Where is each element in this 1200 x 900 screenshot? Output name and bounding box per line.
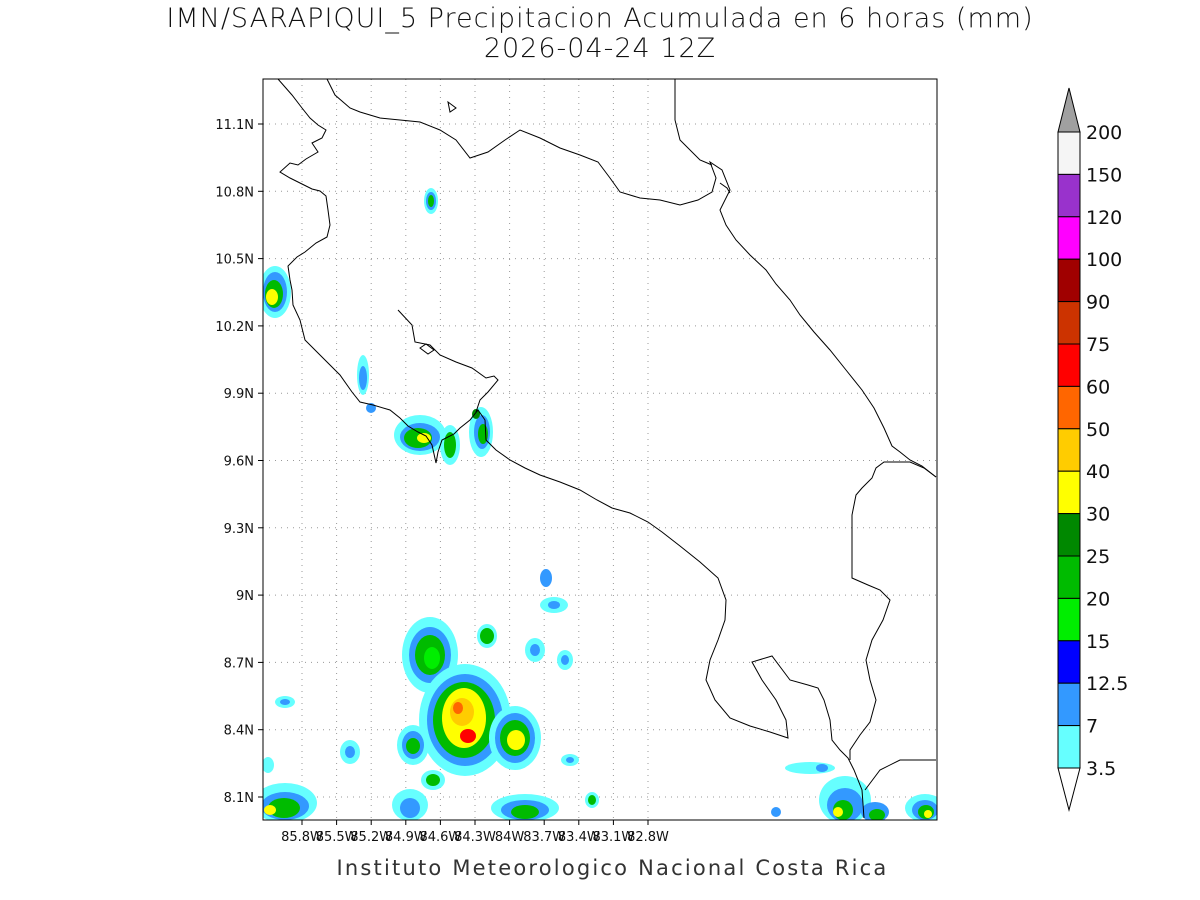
map-subtitle: 2026-04-24 12Z — [483, 33, 717, 64]
colorbar-swatch — [1057, 173, 1081, 218]
colorbar-label: 100 — [1086, 249, 1122, 271]
rain-cell — [771, 762, 937, 820]
colorbar-label: 90 — [1086, 292, 1110, 314]
colorbar-label: 7 — [1086, 716, 1098, 738]
colorbar-swatch — [1057, 640, 1081, 684]
colorbar-swatch — [1057, 258, 1081, 303]
lon-tick-label: 85.2W — [350, 830, 392, 845]
colorbar-swatch — [1057, 682, 1081, 727]
colorbar-label: 25 — [1086, 546, 1110, 568]
colorbar-swatch — [1057, 385, 1081, 430]
rain-cell — [477, 569, 573, 670]
colorbar-label: 3.5 — [1086, 758, 1116, 780]
lat-tick-label: 8.7N — [224, 656, 254, 671]
colorbar-swatch — [1057, 428, 1081, 472]
lat-tick-label: 9N — [236, 589, 254, 604]
colorbar-label: 20 — [1086, 588, 1110, 610]
latitude-axis: 11.1N 10.8N 10.5N 10.2N 9.9N 9.6N 9.3N 9N 8.7N 8.… — [215, 118, 263, 806]
map-title: IMN/SARAPIQUI_5 Precipitacion Acumulada … — [166, 3, 1034, 34]
colorbar-label: 12.5 — [1086, 673, 1128, 695]
colorbar-swatch — [1057, 131, 1081, 175]
footer-credit: Instituto Meteorologico Nacional Costa R… — [336, 856, 889, 880]
rain-cell — [489, 706, 541, 770]
lon-tick-label: 83.1W — [592, 830, 634, 845]
lon-tick-label: 85.8W — [281, 830, 323, 845]
rain-cell — [340, 725, 579, 790]
lat-tick-label: 8.4N — [224, 724, 254, 739]
lon-tick-label: 84.6W — [419, 830, 461, 845]
colorbar-swatch — [1057, 725, 1081, 769]
lat-tick-label: 11.1N — [215, 118, 254, 133]
colorbar-label: 200 — [1086, 122, 1122, 144]
lon-tick-label: 83.7W — [523, 830, 565, 845]
coastline — [277, 79, 937, 819]
lat-tick-label: 9.6N — [224, 455, 254, 470]
colorbar-legend: 200 150 120 100 90 75 60 50 40 30 25 20 15 12.5 7 3.5 — [1057, 87, 1128, 812]
lat-tick-label: 9.9N — [224, 387, 254, 402]
map-frame — [262, 78, 938, 821]
lat-tick-label: 10.2N — [215, 320, 254, 335]
colorbar-swatch — [1057, 513, 1081, 557]
colorbar-label: 30 — [1086, 504, 1110, 526]
longitude-axis: 85.8W85.5W85.2W84.9W84.6W84.3W84W83.7W83… — [281, 820, 669, 845]
rain-cell — [357, 355, 493, 465]
rain-cell — [424, 188, 438, 214]
colorbar-swatch — [1057, 301, 1081, 345]
rain-cell-main — [419, 664, 511, 776]
lon-tick-label: 83.4W — [558, 830, 600, 845]
colorbar-label: 60 — [1086, 376, 1110, 398]
lat-tick-label: 9.3N — [224, 522, 254, 537]
colorbar-label: 50 — [1086, 419, 1110, 441]
colorbar-swatch — [1057, 216, 1081, 260]
colorbar-label: 120 — [1086, 207, 1122, 229]
colorbar-bottom-arrow — [1057, 767, 1081, 812]
colorbar-top-arrow — [1057, 87, 1081, 133]
colorbar-swatch — [1057, 343, 1081, 387]
colorbar-label: 40 — [1086, 461, 1110, 483]
lat-tick-label: 10.8N — [215, 185, 254, 200]
precipitation-field — [263, 188, 937, 820]
rain-cell — [263, 266, 291, 318]
lon-tick-label: 82.8W — [627, 830, 669, 845]
lon-tick-label: 84W — [495, 830, 525, 845]
lon-tick-label: 84.9W — [385, 830, 427, 845]
colorbar-swatch — [1057, 555, 1081, 599]
colorbar-swatch — [1057, 597, 1081, 642]
lon-tick-label: 84.3W — [454, 830, 496, 845]
lat-tick-label: 8.1N — [224, 791, 254, 806]
colorbar-label: 15 — [1086, 631, 1110, 653]
colorbar-label: 150 — [1086, 164, 1122, 186]
colorbar-label: 75 — [1086, 334, 1110, 356]
lon-tick-label: 85.5W — [316, 830, 358, 845]
rain-cell — [402, 617, 458, 693]
rain-cell — [263, 696, 599, 820]
map-grid — [263, 79, 937, 820]
lat-tick-label: 10.5N — [215, 253, 254, 268]
colorbar-swatch — [1057, 470, 1081, 515]
